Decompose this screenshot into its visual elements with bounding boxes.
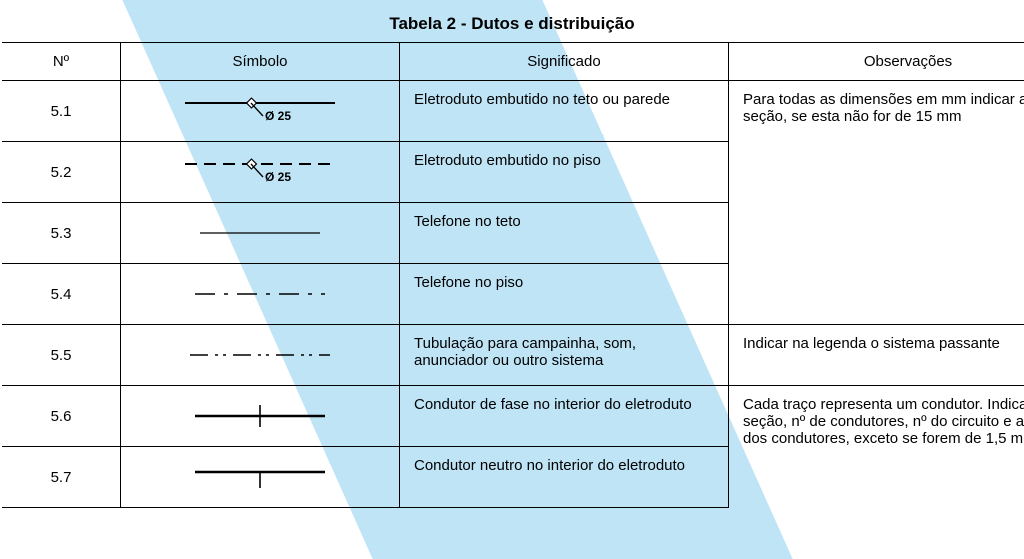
col-header-meaning: Significado (400, 43, 729, 81)
row-num: 5.5 (2, 325, 121, 386)
row-meaning: Eletroduto embutido no teto ou parede (400, 81, 729, 142)
row-num: 5.7 (2, 447, 121, 508)
row-symbol (121, 203, 400, 264)
row-meaning: Telefone no piso (400, 264, 729, 325)
symbol-dash-dot-line-icon (135, 274, 385, 314)
row-symbol (121, 264, 400, 325)
row-meaning: Tubulação para campainha, som, anunciado… (400, 325, 729, 386)
row-obs: Para todas as dimensões em mm indicar a … (729, 81, 1024, 325)
row-symbol (121, 447, 400, 508)
symbol-conductor-phase-icon (135, 396, 385, 436)
row-num: 5.6 (2, 386, 121, 447)
table-row: 5.1 Ø 25 Eletroduto embutido no teto ou … (2, 81, 1024, 142)
diameter-label: Ø 25 (265, 170, 291, 184)
col-header-obs: Observações (729, 43, 1024, 81)
row-symbol (121, 386, 400, 447)
symbols-table: Nº Símbolo Significado Observações 5.1 Ø… (2, 42, 1024, 508)
table-title: Tabela 2 - Dutos e distribuição (0, 0, 1024, 42)
symbol-solid-line-diameter-icon: Ø 25 (135, 91, 385, 131)
symbol-dash-double-dot-line-icon (135, 335, 385, 375)
row-meaning: Eletroduto embutido no piso (400, 142, 729, 203)
row-meaning: Condutor neutro no interior do eletrodut… (400, 447, 729, 508)
col-header-num: Nº (2, 43, 121, 81)
row-num: 5.1 (2, 81, 121, 142)
row-num: 5.4 (2, 264, 121, 325)
row-num: 5.2 (2, 142, 121, 203)
symbol-dashed-line-diameter-icon: Ø 25 (135, 152, 385, 192)
symbol-thin-solid-line-icon (135, 213, 385, 253)
col-header-symbol: Símbolo (121, 43, 400, 81)
table-row: 5.6 Condutor de fase no interior do elet… (2, 386, 1024, 447)
symbol-conductor-neutral-icon (135, 457, 385, 497)
row-symbol (121, 325, 400, 386)
row-meaning: Telefone no teto (400, 203, 729, 264)
table-row: 5.5 Tubulação para campainha, som, anunc… (2, 325, 1024, 386)
row-obs: Indicar na legenda o sistema passante (729, 325, 1024, 386)
row-obs: Cada traço representa um condutor. Indic… (729, 386, 1024, 508)
row-meaning: Condutor de fase no interior do eletrodu… (400, 386, 729, 447)
row-symbol: Ø 25 (121, 81, 400, 142)
row-num: 5.3 (2, 203, 121, 264)
row-symbol: Ø 25 (121, 142, 400, 203)
table-header-row: Nº Símbolo Significado Observações (2, 43, 1024, 81)
diameter-label: Ø 25 (265, 109, 291, 123)
